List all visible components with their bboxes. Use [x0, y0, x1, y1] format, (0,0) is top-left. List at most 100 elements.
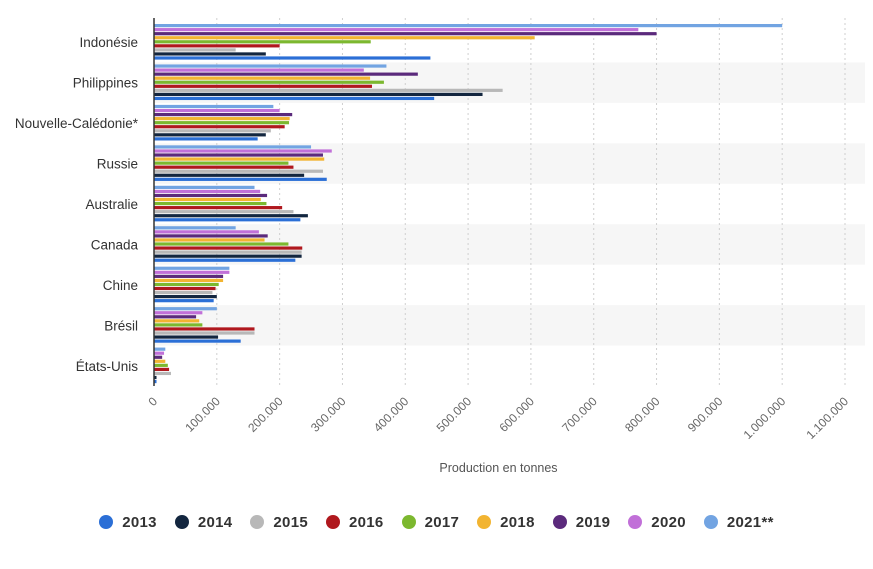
bar: [154, 210, 294, 214]
row-bands: [154, 62, 865, 346]
legend-label: 2016: [348, 513, 384, 531]
x-axis-title: Production en tonnes: [439, 461, 557, 475]
bar: [154, 52, 266, 56]
bar: [154, 230, 259, 234]
legend-marker: [174, 515, 189, 529]
bar: [154, 238, 265, 242]
bar: [154, 286, 216, 291]
bar: [154, 189, 261, 194]
bar: [154, 214, 308, 218]
bar: [154, 104, 274, 109]
bar: [154, 161, 289, 165]
bar: [154, 68, 364, 72]
legend-item[interactable]: 2016: [325, 513, 384, 531]
category-label: Canada: [91, 237, 139, 252]
bar: [154, 379, 157, 384]
legend-item[interactable]: 2013: [99, 514, 157, 531]
bar: [154, 72, 418, 76]
category-label: Philippines: [73, 76, 139, 91]
bar: [154, 234, 268, 238]
legend-label: 2020: [651, 513, 686, 531]
bar: [154, 218, 301, 222]
bar: [154, 278, 224, 283]
bar: [154, 371, 171, 376]
category-label: Indonésie: [79, 35, 138, 50]
legend-item[interactable]: 2020: [628, 514, 686, 531]
legend-item[interactable]: 2017: [401, 513, 460, 531]
legend-label: 2021**: [726, 513, 774, 531]
bar: [154, 24, 783, 28]
row-band: [154, 305, 865, 346]
bar: [154, 206, 283, 210]
legend: 2013 2014 2015 2016 2017 2018 2019 2020 2021**: [0, 508, 873, 536]
bar: [154, 266, 230, 270]
bar: [154, 36, 535, 40]
bar: [154, 367, 170, 372]
x-tick-labels: 0 100.000 200.000 300.000 400.000 500.000 600.…: [145, 394, 851, 442]
bar: [154, 359, 166, 363]
legend-marker: [628, 515, 643, 529]
bar: [154, 40, 371, 44]
bar: [154, 201, 267, 206]
bar: [154, 112, 293, 117]
bar: [154, 165, 294, 169]
bar: [154, 335, 219, 339]
legend-item[interactable]: 2014: [174, 513, 233, 531]
bar: [154, 254, 302, 258]
bar: [154, 84, 372, 88]
bar: [154, 339, 241, 343]
legend-item[interactable]: 2015: [250, 514, 308, 531]
bar: [154, 76, 371, 80]
bar: [154, 121, 290, 125]
legend-label: 2015: [273, 513, 308, 531]
bar: [154, 96, 435, 101]
category-label: Australie: [85, 197, 138, 212]
bar: [154, 295, 217, 299]
x-tick-label: 1.000.000: [741, 394, 789, 442]
bar: [154, 125, 285, 129]
bar: [154, 177, 327, 181]
bar: [154, 311, 203, 315]
bar: [154, 149, 332, 153]
bar: [154, 157, 325, 161]
category-label: Brésil: [104, 318, 138, 333]
category-label: Chine: [103, 278, 138, 293]
bar: [154, 32, 657, 36]
x-tick-label: 800.000: [622, 394, 663, 435]
bar: [154, 129, 271, 133]
bar: [154, 307, 217, 311]
bar: [154, 117, 290, 121]
x-tick-label: 100.000: [182, 394, 223, 435]
legend-marker: [99, 515, 114, 529]
bar: [154, 270, 230, 274]
bar: [154, 169, 323, 173]
bar: [154, 44, 280, 48]
x-tick-label: 0: [145, 394, 160, 409]
legend-item[interactable]: 2019: [552, 514, 611, 531]
bars: [154, 24, 783, 384]
bar: [154, 173, 305, 177]
bar: [154, 133, 266, 137]
x-tick-label: 400.000: [371, 394, 412, 435]
x-tick-label: 600.000: [496, 394, 537, 435]
x-tick-label: 200.000: [245, 394, 286, 435]
legend-marker: [401, 515, 416, 529]
legend-label: 2014: [197, 513, 233, 531]
bar: [154, 347, 166, 351]
bar: [154, 351, 165, 355]
legend-marker: [325, 515, 340, 529]
bar: [154, 28, 639, 32]
bar: [154, 299, 214, 303]
legend-marker: [703, 515, 718, 529]
bar: [154, 315, 197, 319]
category-label: Nouvelle-Calédonie*: [15, 116, 139, 131]
legend-label: 2017: [424, 513, 460, 531]
legend-item[interactable]: 2018: [477, 514, 535, 531]
legend-label: 2013: [122, 513, 157, 531]
bar: [154, 108, 280, 113]
bar: [154, 250, 302, 254]
bar: [154, 48, 236, 52]
bar: [154, 226, 236, 230]
legend-item[interactable]: 2021**: [703, 513, 774, 531]
bar: [154, 258, 296, 262]
